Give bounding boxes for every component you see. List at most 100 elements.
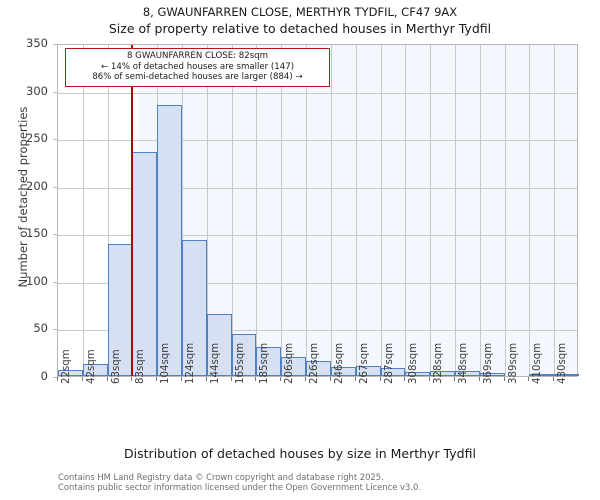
histogram-bar: [107, 243, 133, 376]
x-axis-tick-mark: [156, 377, 158, 381]
x-axis-tick-label: 369sqm: [482, 342, 494, 384]
annotation-line-3: 86% of semi-detached houses are larger (…: [92, 72, 303, 82]
histogram-bar: [355, 365, 381, 376]
y-axis-tick-mark: [53, 329, 57, 331]
footer-line-1: Contains HM Land Registry data © Crown c…: [58, 472, 384, 482]
y-axis-tick-label: 300: [26, 83, 48, 98]
x-axis-tick-label: 185sqm: [259, 342, 271, 384]
histogram-bar: [182, 239, 207, 376]
x-axis-tick-mark: [453, 377, 455, 381]
x-axis-tick-mark: [81, 377, 83, 381]
x-axis-tick-label: 267sqm: [358, 342, 370, 384]
chart-title-block: 8, GWAUNFARREN CLOSE, MERTHYR TYDFIL, CF…: [0, 4, 600, 37]
chart-subtitle: Size of property relative to detached ho…: [108, 21, 492, 36]
x-axis-tick-label: 410sqm: [532, 342, 544, 384]
gridline-vertical: [430, 45, 432, 376]
histogram-bar: [231, 334, 257, 376]
histogram-bar: [380, 368, 406, 376]
y-axis-tick-label: 350: [26, 36, 48, 50]
x-axis-tick-mark: [429, 377, 431, 381]
gridline-vertical: [454, 45, 456, 376]
histogram-bar: [256, 346, 282, 376]
gridline-vertical: [405, 45, 407, 376]
x-axis-tick-mark: [305, 377, 307, 381]
histogram-bar: [454, 371, 480, 376]
y-axis-tick-label: 150: [26, 226, 48, 241]
gridline-vertical: [306, 45, 308, 376]
x-axis-tick-label: 83sqm: [135, 349, 147, 384]
gridline-vertical: [355, 45, 357, 376]
histogram-bar: [281, 356, 307, 376]
x-axis-tick-label: 328sqm: [433, 342, 445, 384]
y-axis-tick-mark: [53, 139, 57, 141]
histogram-bar: [206, 314, 232, 376]
x-axis-tick-label: 22sqm: [61, 349, 72, 384]
x-axis-tick-label: 165sqm: [234, 342, 246, 384]
gridline-vertical: [380, 45, 382, 376]
histogram-bar: [330, 367, 356, 376]
x-axis-tick-mark: [528, 377, 530, 381]
gridline-vertical: [82, 45, 84, 376]
x-axis-tick-mark: [280, 377, 282, 381]
annotation-line-2: ← 14% of detached houses are smaller (14…: [100, 61, 295, 72]
gridline-vertical: [206, 45, 208, 376]
gridline-vertical: [256, 45, 258, 376]
x-axis-tick-label: 348sqm: [457, 342, 469, 384]
x-axis-tick-mark: [503, 377, 505, 381]
gridline-horizontal: [58, 187, 577, 189]
x-axis-label: Distribution of detached houses by size …: [124, 446, 476, 461]
histogram-bar: [82, 363, 108, 376]
histogram-bar: [405, 372, 431, 376]
x-axis-tick-label: 206sqm: [284, 342, 296, 384]
gridline-horizontal: [58, 282, 577, 284]
x-axis-tick-mark: [354, 377, 356, 381]
histogram-bar: [529, 374, 555, 376]
x-axis-tick-mark: [329, 377, 331, 381]
x-axis-tick-label: 144sqm: [209, 342, 221, 384]
x-axis-tick-mark: [106, 377, 108, 381]
histogram-bar: [554, 374, 579, 376]
x-axis-tick-mark: [131, 377, 133, 381]
x-axis-tick-label: 430sqm: [557, 342, 569, 384]
y-axis-tick-mark: [53, 186, 57, 188]
y-axis-tick-mark: [53, 234, 57, 236]
x-axis-tick-mark: [255, 377, 257, 381]
histogram-bar: [58, 370, 83, 376]
footer-attribution: Contains HM Land Registry data © Crown c…: [58, 472, 598, 492]
y-axis-tick-label: 100: [26, 273, 48, 288]
x-axis-tick-label: 308sqm: [408, 342, 420, 384]
gridline-vertical: [529, 45, 531, 376]
gridline-horizontal: [58, 92, 577, 94]
bar-series: [58, 45, 579, 376]
x-axis-tick-label: 63sqm: [110, 349, 122, 384]
annotation-line-1: 8 GWAUNFARREN CLOSE: 82sqm: [126, 51, 269, 61]
gridline-vertical: [479, 45, 481, 376]
x-axis-tick-mark: [181, 377, 183, 381]
property-size-marker-line: [131, 45, 134, 376]
gridline-vertical: [182, 45, 184, 376]
gridline-horizontal: [58, 140, 577, 142]
y-axis-tick-mark: [53, 44, 57, 45]
gridline-vertical: [554, 45, 556, 376]
histogram-bar: [306, 360, 331, 376]
gridline-horizontal: [58, 235, 577, 237]
annotation-callout: 8 GWAUNFARREN CLOSE: 82sqm ← 14% of deta…: [65, 48, 330, 87]
x-axis-tick-mark: [379, 377, 381, 381]
x-axis-tick-label: 246sqm: [333, 342, 345, 384]
histogram-bar: [157, 104, 183, 376]
x-axis-tick-mark: [230, 377, 232, 381]
gridline-vertical: [107, 45, 109, 376]
histogram-bar: [132, 152, 158, 376]
x-axis-tick-label: 124sqm: [185, 342, 197, 384]
y-axis-tick-label: 50: [33, 321, 48, 336]
gridline-horizontal: [58, 330, 577, 332]
x-axis-tick-label: 287sqm: [383, 342, 395, 384]
histogram-bar: [430, 371, 455, 376]
page-title: 8, GWAUNFARREN CLOSE, MERTHYR TYDFIL, CF…: [142, 5, 458, 19]
y-axis-tick-mark: [53, 91, 57, 93]
y-axis-tick-mark: [53, 377, 57, 378]
x-axis-tick-mark: [57, 377, 58, 381]
gridline-vertical: [504, 45, 506, 376]
histogram-bar: [479, 373, 505, 376]
y-axis-tick-label: 0: [40, 369, 48, 383]
